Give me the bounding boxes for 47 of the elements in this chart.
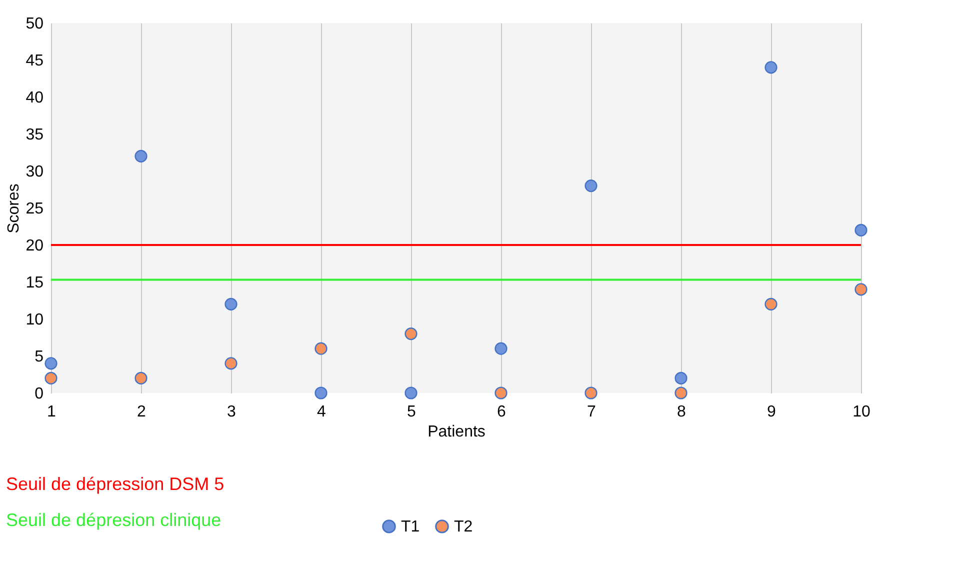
ref-line-label: Seuil de dépresion clinique [6,510,222,530]
point [404,328,418,340]
x-tick-label: 7 [587,404,596,420]
x-tick-label: 5 [407,404,416,420]
point [764,61,778,74]
y-tick-label: 35 [26,126,44,144]
x-tick-label: 3 [227,404,236,420]
point [224,357,238,370]
y-tick-label: 25 [26,200,44,218]
point [404,386,418,400]
y-tick-label: 10 [26,312,44,328]
point [854,283,868,296]
point [134,150,148,162]
point [44,372,58,384]
y-tick-label: 0 [34,386,44,402]
y-tick-label: 30 [26,164,44,180]
y-tick-label: 15 [26,274,44,292]
legend-label: T1 [401,518,420,536]
point [674,372,688,384]
x-tick-label: 4 [317,404,326,420]
legend-label: T2 [454,518,473,536]
point [314,342,328,355]
point [854,224,868,236]
x-tick-label: 1 [47,404,56,420]
point [494,342,508,355]
point [224,298,238,310]
point [764,298,778,310]
x-tick-label: 9 [767,404,776,420]
point [44,357,58,370]
x-tick-label: 10 [852,404,870,420]
x-tick-label: 6 [497,404,506,420]
y-tick-label: 40 [26,90,44,106]
point [314,386,328,400]
y-tick-label: 20 [26,238,44,254]
y-axis-title: Scores [6,184,23,234]
point [584,180,598,192]
x-tick-label: 8 [677,404,686,420]
point [584,386,598,400]
y-tick-label: 45 [26,52,44,70]
y-tick-label: 50 [26,16,44,32]
ref-line-label: Seuil de dépression DSM 5 [6,474,224,494]
x-axis-title: Patients [428,424,486,440]
point [494,386,508,400]
point [134,372,148,384]
point [674,386,688,400]
y-tick-label: 5 [34,348,44,366]
x-tick-label: 2 [137,404,146,420]
